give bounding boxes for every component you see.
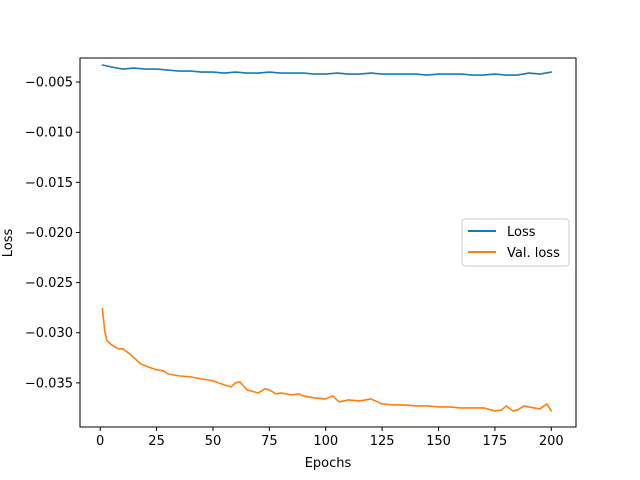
x-axis-label: Epochs	[305, 456, 352, 471]
legend: Loss Val. loss	[461, 218, 570, 267]
y-tick-label: −0.030	[25, 326, 73, 341]
y-tick-label: −0.035	[25, 376, 73, 391]
y-axis: −0.035 −0.030 −0.025 −0.020 −0.015 −0.010 −0.0…	[25, 76, 80, 391]
x-tick-label: 75	[261, 434, 278, 449]
x-tick-label: 100	[313, 434, 338, 449]
x-tick-label: 200	[539, 434, 564, 449]
axes-frame	[79, 57, 577, 428]
x-tick-label: 50	[205, 434, 222, 449]
x-tick-label: 150	[426, 434, 451, 449]
y-tick-label: −0.025	[25, 276, 73, 291]
series-line-1	[101, 307, 553, 412]
series-line-0	[101, 64, 553, 76]
y-axis-label: Loss	[1, 229, 16, 258]
x-tick-label: 25	[148, 434, 165, 449]
y-tick-label: −0.020	[25, 226, 73, 241]
x-axis: 0 25 50 75 100 125 150 175 200	[96, 427, 564, 449]
plot-lines	[101, 64, 553, 412]
y-tick-label: −0.010	[25, 126, 73, 141]
y-tick-label: −0.005	[25, 76, 73, 91]
legend-label-loss: Loss	[507, 225, 536, 240]
x-tick-label: 125	[370, 434, 395, 449]
legend-label-val-loss: Val. loss	[507, 246, 560, 261]
y-tick-label: −0.015	[25, 176, 73, 191]
x-tick-label: 175	[482, 434, 507, 449]
x-tick-label: 0	[96, 434, 104, 449]
